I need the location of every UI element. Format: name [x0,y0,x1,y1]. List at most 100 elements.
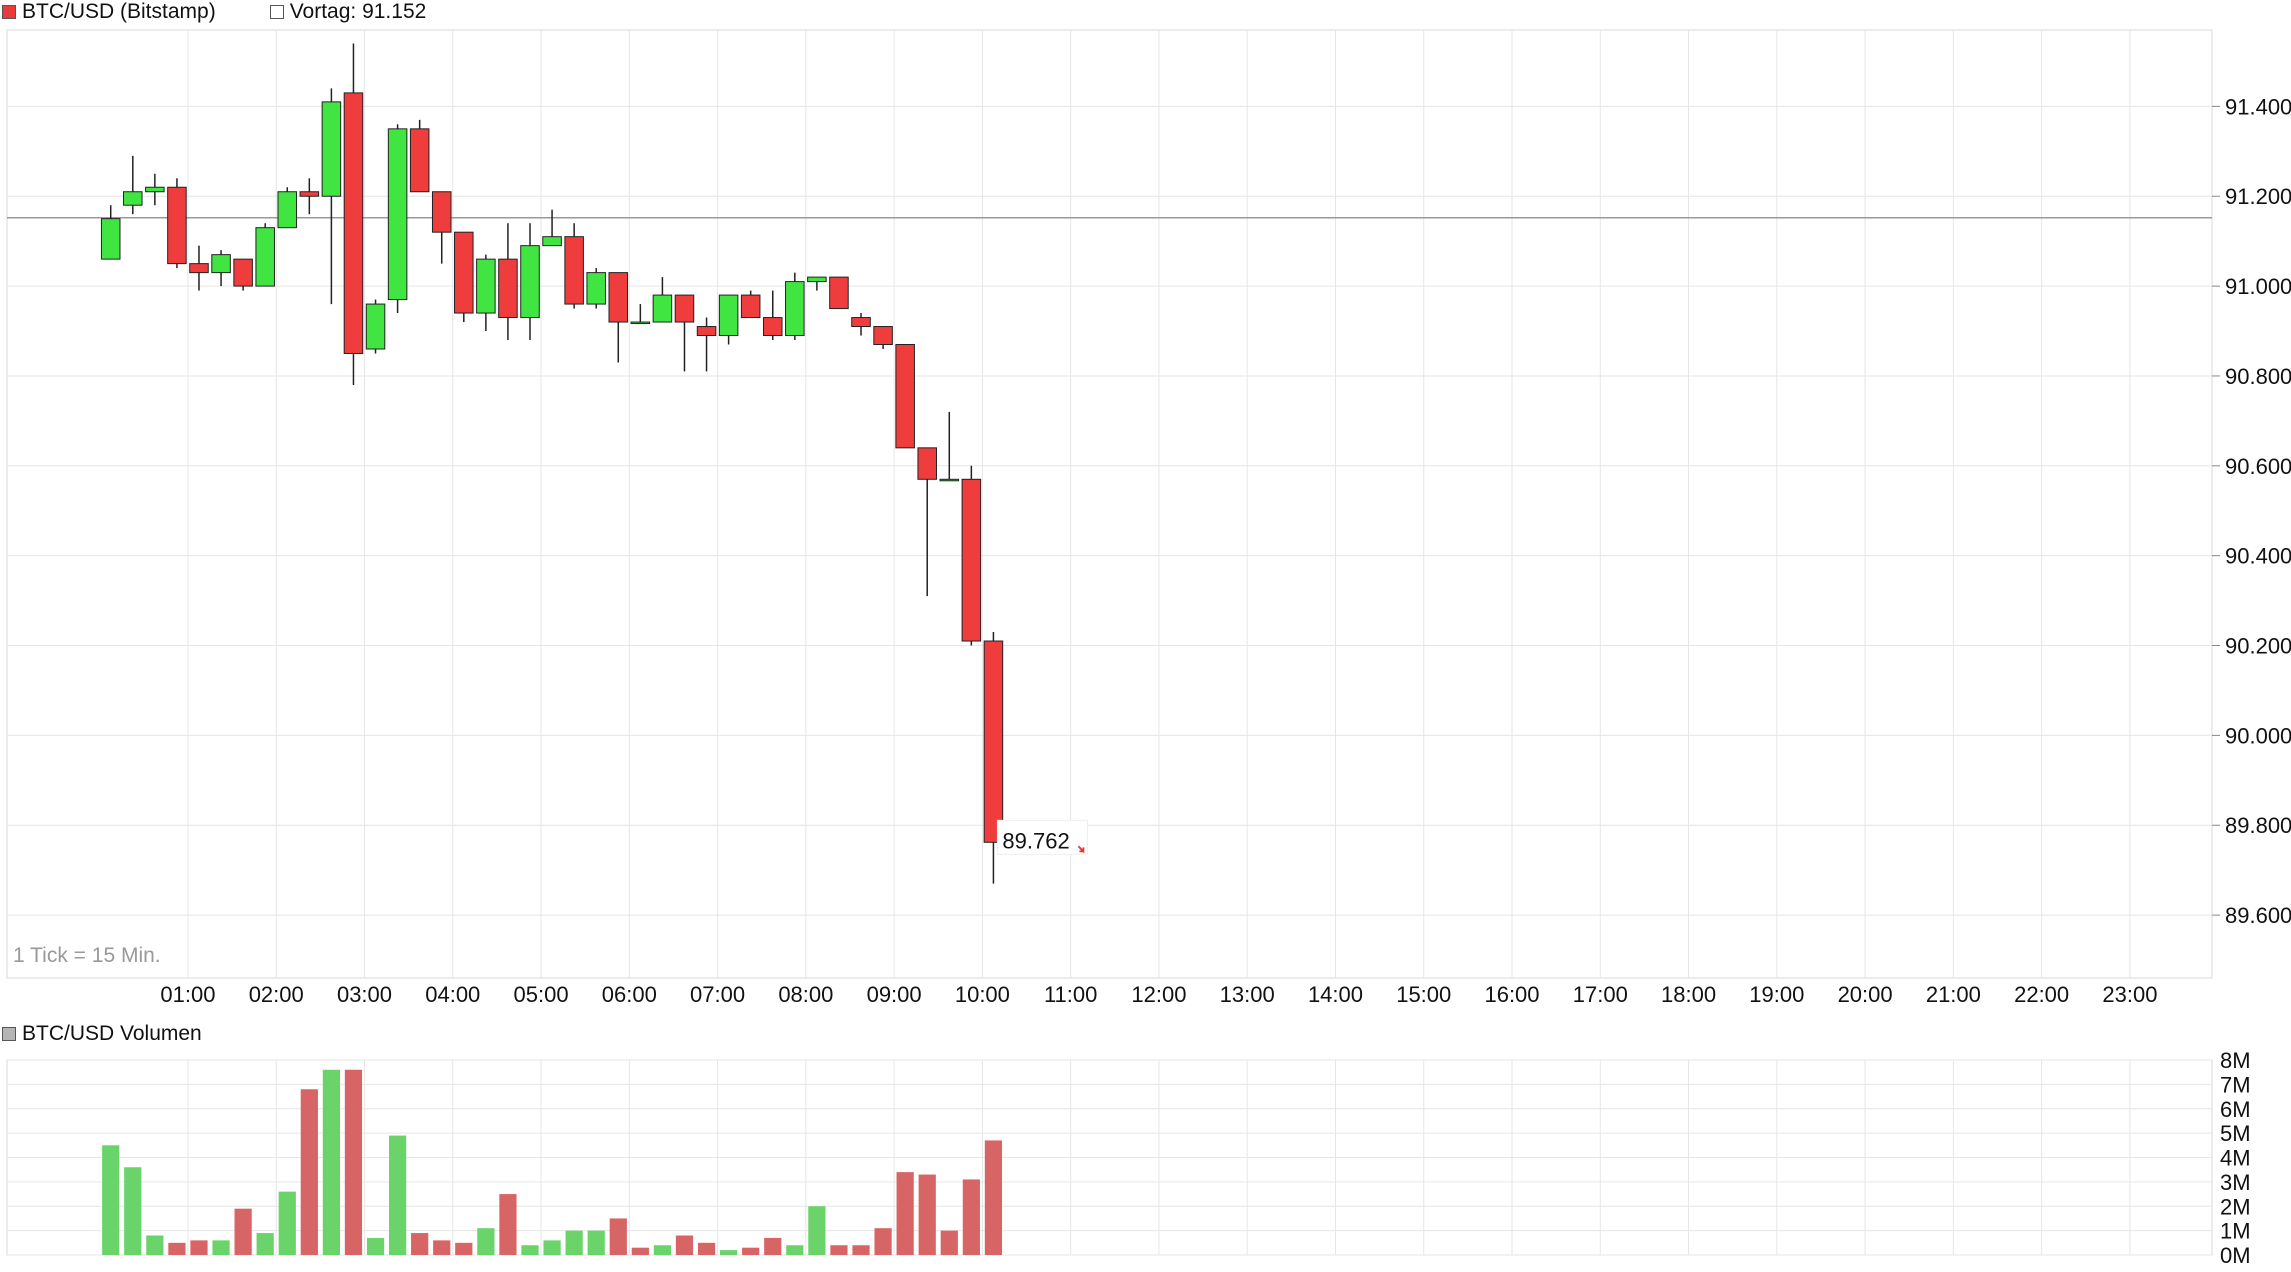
candle-body [520,245,540,319]
volume-bar [984,1140,1003,1255]
y-tick-label: 91.000 [2225,274,2291,299]
prev-close-label: Vortag: 91.152 [289,0,427,23]
volume-bar [697,1242,716,1255]
volume-bar [896,1172,914,1255]
candle-body [696,326,717,337]
candle-body [873,326,893,346]
volume-bar [720,1250,738,1255]
volume-y-tick-label: 2M [2220,1194,2251,1219]
tick-interval-note: 1 Tick = 15 Min. [13,944,161,967]
x-tick-label: 17:00 [1573,982,1628,1007]
volume-bar [587,1230,605,1255]
y-tick-label: 90.200 [2225,634,2291,659]
volume-y-tick-label: 6M [2220,1097,2251,1122]
volume-bar [256,1233,274,1255]
volume-bar [388,1135,407,1255]
candle-body [189,263,209,274]
volume-bar [411,1233,429,1255]
volume-bar [808,1206,826,1255]
x-tick-label: 06:00 [602,982,657,1007]
volume-bar [234,1208,252,1255]
x-tick-label: 04:00 [425,982,480,1007]
volume-y-tick-label: 5M [2220,1121,2251,1146]
x-tick-label: 09:00 [867,982,922,1007]
x-tick-label: 07:00 [690,982,745,1007]
y-tick-label: 90.600 [2225,454,2291,479]
last-price-label: 89.762 [1002,828,1069,853]
y-tick-label: 90.000 [2225,723,2291,748]
candle-body [123,191,143,206]
volume-y-tick-label: 0M [2220,1243,2251,1268]
volume-y-tick-label: 1M [2220,1219,2251,1244]
volume-bar [852,1245,870,1255]
candle-body [564,236,584,305]
y-tick-label: 89.600 [2225,903,2291,928]
candle-body [851,317,871,328]
volume-y-tick-label: 4M [2220,1146,2251,1171]
y-tick-label: 91.400 [2225,94,2291,119]
volume-bar [940,1230,958,1255]
x-tick-label: 13:00 [1220,982,1275,1007]
volume-bar [830,1245,848,1255]
volume-bar [521,1245,539,1255]
x-tick-label: 16:00 [1484,982,1539,1007]
candle-body [145,186,165,193]
volume-bar [962,1179,980,1255]
volume-bar [764,1237,782,1255]
volume-bar [874,1228,892,1255]
volume-bar [300,1089,318,1255]
candle-body [299,191,320,197]
y-tick-label: 89.800 [2225,813,2291,838]
last-price-box [996,819,1088,855]
series-color-swatch[interactable] [2,5,16,19]
volume-bar [168,1242,186,1255]
volume-bar [499,1194,517,1255]
x-tick-label: 14:00 [1308,982,1363,1007]
candle-body [542,236,562,247]
volume-bar [675,1235,694,1255]
x-tick-label: 03:00 [337,982,392,1007]
candle-body [630,321,651,325]
x-tick-label: 05:00 [514,982,569,1007]
volume-bar [609,1218,627,1255]
volume-bar [477,1228,495,1255]
candle-body [365,303,386,350]
volume-bar [742,1247,760,1255]
volume-bar [322,1069,341,1255]
x-tick-label: 10:00 [955,982,1010,1007]
candle-body [586,272,606,305]
x-tick-label: 02:00 [249,982,304,1007]
volume-bar [124,1167,142,1255]
candle-body [917,447,937,480]
series-label: BTC/USD (Bitstamp) [22,0,216,23]
x-tick-label: 11:00 [1044,982,1097,1007]
candle-body [895,344,915,449]
candle-body [961,478,982,642]
volume-bar [565,1230,583,1255]
y-tick-label: 91.200 [2225,184,2291,209]
volume-y-tick-label: 7M [2220,1072,2251,1097]
volume-bar [146,1235,164,1255]
candle-body [608,272,629,323]
candle-body [343,92,364,354]
candle-body [807,276,827,283]
candle-body [983,640,1004,843]
volume-bar [366,1237,385,1255]
candle-body [829,276,849,310]
candle-body [277,191,298,229]
x-tick-label: 01:00 [160,982,215,1007]
candle-body [785,281,805,337]
down-arrow-icon [1077,845,1085,854]
y-tick-label: 90.800 [2225,364,2291,389]
prev-close-swatch[interactable] [269,5,284,19]
volume-y-tick-label: 8M [2220,1048,2251,1073]
volume-bar [190,1240,208,1255]
volume-legend: BTC/USD Volumen [2,1022,202,1046]
x-tick-label: 21:00 [1926,982,1981,1007]
candle-body [476,258,496,314]
volume-bar [918,1174,936,1255]
volume-bar [631,1247,649,1255]
candle-body [762,317,783,337]
volume-color-swatch[interactable] [2,1027,16,1041]
